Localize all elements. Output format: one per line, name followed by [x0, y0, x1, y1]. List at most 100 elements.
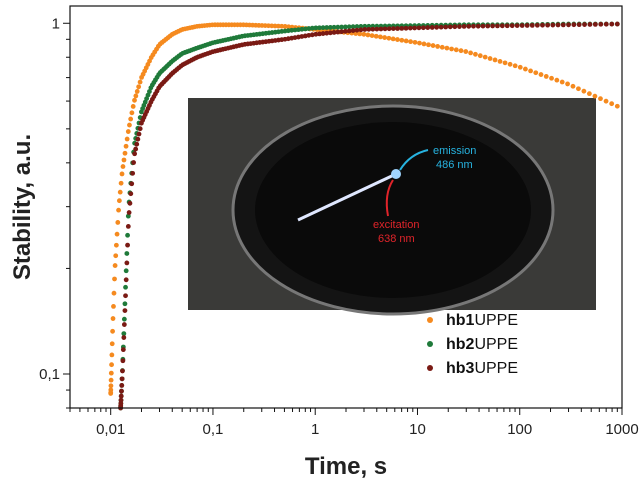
inset-emission-value: 486 nm — [436, 159, 473, 171]
data-point — [395, 37, 400, 42]
data-point — [475, 23, 481, 29]
data-point — [390, 26, 396, 32]
data-point — [550, 22, 556, 28]
data-point — [540, 22, 545, 28]
data-point — [447, 24, 453, 30]
data-point — [378, 34, 383, 40]
data-point — [108, 377, 114, 383]
x-tick-label: 0,01 — [96, 421, 125, 438]
data-point — [317, 25, 322, 31]
data-point — [317, 31, 322, 37]
data-point — [113, 253, 119, 259]
data-point — [534, 22, 540, 28]
data-point — [386, 26, 392, 32]
data-point — [130, 170, 136, 176]
data-point — [108, 383, 114, 389]
data-point — [435, 44, 441, 49]
data-point — [452, 24, 458, 30]
data-point — [370, 26, 376, 32]
data-point — [403, 25, 409, 31]
data-point — [121, 335, 127, 340]
data-point — [378, 26, 384, 32]
data-point — [495, 23, 500, 29]
data-point — [477, 53, 483, 59]
data-point — [458, 48, 464, 54]
data-point — [570, 83, 576, 89]
data-point — [434, 24, 440, 30]
data-point — [299, 26, 305, 32]
data-point — [485, 23, 491, 29]
data-point — [554, 77, 560, 83]
data-point — [313, 25, 319, 31]
data-point — [120, 347, 126, 353]
data-point — [123, 143, 129, 149]
inset-excitation-label: excitation — [373, 219, 419, 231]
data-point — [603, 21, 609, 27]
y-axis-title: Stability, a.u. — [9, 134, 36, 280]
data-point — [136, 84, 142, 90]
data-point — [331, 30, 337, 35]
data-point — [279, 23, 285, 29]
data-point — [128, 191, 134, 197]
data-point — [306, 26, 312, 31]
data-point — [366, 26, 372, 32]
x-tick-label: 10 — [409, 421, 426, 438]
inset-glow — [391, 169, 401, 179]
data-point — [320, 31, 326, 36]
legend-marker — [427, 317, 433, 323]
data-point — [132, 151, 138, 157]
data-point — [449, 46, 454, 52]
data-point — [125, 224, 131, 229]
data-point — [127, 122, 132, 128]
data-point — [365, 32, 371, 38]
data-point — [412, 39, 418, 45]
data-point — [482, 54, 488, 60]
legend-label: hb3UPPE — [446, 360, 518, 377]
data-point — [132, 97, 137, 103]
data-point — [386, 35, 392, 41]
data-point — [358, 27, 364, 33]
data-point — [399, 37, 405, 43]
data-point — [145, 92, 151, 98]
data-point — [354, 24, 360, 29]
data-point — [443, 24, 449, 30]
data-point — [350, 28, 356, 33]
data-point — [306, 32, 312, 38]
data-point — [133, 93, 139, 99]
data-point — [528, 68, 533, 74]
legend-label: hb1UPPE — [446, 312, 518, 329]
data-point — [147, 89, 152, 94]
data-point — [390, 36, 396, 42]
data-point — [560, 22, 566, 28]
data-point — [320, 25, 326, 31]
data-point — [121, 157, 127, 163]
data-point — [507, 61, 513, 67]
data-point — [309, 25, 315, 31]
data-point — [121, 316, 127, 322]
data-point — [614, 103, 620, 109]
data-point — [123, 268, 129, 274]
data-point — [592, 93, 598, 99]
data-point — [609, 21, 615, 27]
data-point — [373, 33, 379, 39]
data-point — [471, 23, 476, 29]
x-axis: 0,01 0,1 1 10 100 1000 — [69, 408, 639, 438]
data-point — [327, 30, 333, 36]
data-point — [382, 26, 388, 32]
data-point — [135, 136, 141, 142]
data-point — [609, 101, 615, 107]
data-point — [129, 110, 135, 116]
data-point — [473, 51, 478, 57]
data-point — [122, 308, 128, 313]
data-point — [119, 382, 125, 388]
data-point — [335, 24, 341, 30]
data-point — [119, 376, 125, 382]
data-point — [586, 91, 592, 97]
data-point — [499, 23, 505, 29]
data-point — [124, 136, 130, 142]
data-point — [480, 23, 486, 29]
data-point — [342, 24, 348, 30]
data-point — [108, 387, 114, 393]
data-point — [108, 370, 114, 376]
data-point — [134, 89, 140, 94]
